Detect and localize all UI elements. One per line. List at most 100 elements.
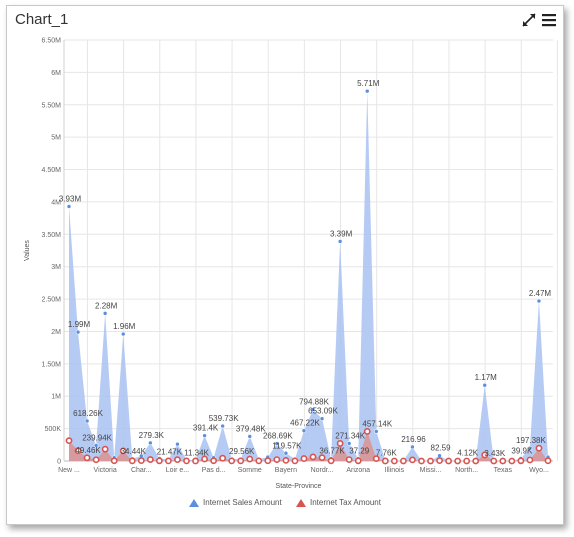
data-point-sales[interactable] — [346, 441, 352, 446]
data-point-tax[interactable] — [463, 457, 471, 465]
data-point-tax[interactable] — [174, 456, 181, 464]
data-point-tax[interactable] — [137, 457, 145, 464]
x-tick-label: North... — [455, 467, 478, 474]
data-point-tax[interactable] — [110, 457, 118, 465]
data-point-tax[interactable] — [399, 457, 407, 465]
data-point-tax[interactable] — [146, 456, 154, 463]
data-point-sales[interactable] — [66, 204, 72, 209]
data-label: 1.99M — [68, 320, 91, 329]
data-point-tax[interactable] — [119, 447, 127, 455]
data-point-tax[interactable] — [363, 428, 371, 435]
data-point-tax[interactable] — [264, 457, 272, 465]
data-label: 268.69K — [263, 432, 293, 441]
data-point-tax[interactable] — [490, 457, 498, 465]
data-label: 21.47K — [157, 448, 183, 457]
data-point-sales[interactable] — [274, 441, 280, 446]
data-point-tax[interactable] — [282, 456, 290, 464]
legend-item-sales[interactable]: Internet Sales Amount — [189, 498, 282, 507]
data-point-tax[interactable] — [354, 457, 362, 465]
data-point-sales[interactable] — [527, 445, 533, 451]
hamburger-menu-icon[interactable] — [541, 12, 557, 28]
data-point-tax[interactable] — [318, 454, 326, 462]
data-point-sales[interactable] — [84, 418, 90, 424]
data-point-tax[interactable] — [535, 444, 543, 452]
data-point-tax[interactable] — [237, 457, 245, 465]
data-point-tax[interactable] — [418, 457, 425, 465]
data-point-tax[interactable] — [544, 457, 552, 465]
data-point-tax[interactable] — [381, 457, 389, 465]
data-point-sales[interactable] — [283, 450, 289, 456]
data-point-tax[interactable] — [336, 440, 344, 447]
chart-legend: Internet Sales Amount Internet Tax Amoun… — [7, 498, 563, 509]
data-point-tax[interactable] — [128, 457, 136, 465]
data-label: 34.44K — [121, 447, 147, 456]
data-point-tax[interactable] — [499, 457, 507, 465]
data-point-tax[interactable] — [273, 456, 281, 464]
data-point-tax[interactable] — [155, 457, 163, 465]
data-point-tax[interactable] — [83, 454, 91, 462]
data-point-sales[interactable] — [247, 434, 253, 439]
data-point-sales[interactable] — [319, 416, 325, 421]
data-point-tax[interactable] — [65, 437, 73, 445]
data-point-tax[interactable] — [427, 457, 434, 465]
data-point-tax[interactable] — [300, 455, 308, 462]
area-chart: 0 500K 1M 1.50M 2M 2.50M 3M 3.50M 4M 4.50M 5M 5.50M… — [24, 38, 558, 490]
data-point-tax[interactable] — [327, 457, 335, 465]
data-point-tax[interactable] — [436, 457, 443, 464]
data-point-tax[interactable] — [246, 455, 254, 463]
data-point-tax[interactable] — [210, 457, 218, 465]
data-point-tax[interactable] — [517, 457, 525, 465]
data-point-tax[interactable] — [165, 457, 172, 465]
area-series-sales[interactable] — [69, 91, 548, 462]
data-point-tax[interactable] — [219, 454, 227, 462]
data-point-sales[interactable] — [364, 88, 370, 94]
data-point-sales[interactable] — [202, 433, 207, 438]
data-point-sales[interactable] — [337, 239, 343, 244]
data-point-sales[interactable] — [373, 429, 379, 434]
legend-item-tax[interactable]: Internet Tax Amount — [295, 498, 381, 507]
data-point-sales[interactable] — [310, 407, 316, 412]
data-point-tax[interactable] — [101, 445, 109, 453]
data-label: 2.28M — [95, 301, 118, 310]
data-point-sales[interactable] — [148, 440, 153, 446]
data-point-tax[interactable] — [481, 451, 489, 459]
expand-icon[interactable] — [521, 12, 537, 28]
data-point-sales[interactable] — [437, 453, 442, 458]
data-point-tax[interactable] — [201, 455, 208, 463]
data-point-tax[interactable] — [409, 456, 416, 464]
data-point-tax[interactable] — [372, 455, 380, 463]
data-point-tax[interactable] — [345, 456, 353, 463]
data-label: 379.48K — [236, 424, 266, 433]
data-label: 36.77K — [319, 447, 345, 456]
data-label: 279.3K — [139, 431, 165, 440]
y-tick-label: 4M — [51, 199, 61, 206]
data-point-sales[interactable] — [482, 382, 488, 388]
data-point-tax[interactable] — [454, 457, 462, 465]
y-tick-label: 2.50M — [42, 297, 62, 304]
data-point-tax[interactable] — [74, 447, 82, 455]
data-point-sales[interactable] — [102, 311, 108, 316]
data-point-tax[interactable] — [92, 456, 100, 464]
data-point-sales[interactable] — [410, 444, 415, 450]
data-point-tax[interactable] — [183, 457, 190, 465]
area-series-tax[interactable] — [69, 431, 548, 461]
data-point-sales[interactable] — [120, 331, 126, 337]
data-point-sales[interactable] — [536, 298, 542, 304]
y-tick-label: 5.50M — [42, 102, 62, 109]
data-point-sales[interactable] — [175, 441, 180, 447]
data-point-tax[interactable] — [309, 453, 317, 461]
data-point-tax[interactable] — [228, 457, 236, 465]
data-point-tax[interactable] — [472, 457, 480, 465]
data-point-tax[interactable] — [192, 457, 199, 465]
data-label: 618.26K — [73, 409, 103, 418]
data-point-tax[interactable] — [508, 457, 516, 465]
data-point-tax[interactable] — [445, 457, 452, 465]
data-point-sales[interactable] — [75, 329, 81, 335]
data-point-tax[interactable] — [255, 457, 263, 465]
data-point-sales[interactable] — [301, 428, 307, 434]
data-point-tax[interactable] — [390, 457, 398, 465]
data-point-tax[interactable] — [526, 456, 534, 464]
data-point-tax[interactable] — [291, 457, 299, 465]
data-point-sales[interactable] — [220, 423, 225, 429]
data-point-sales[interactable] — [93, 443, 99, 448]
